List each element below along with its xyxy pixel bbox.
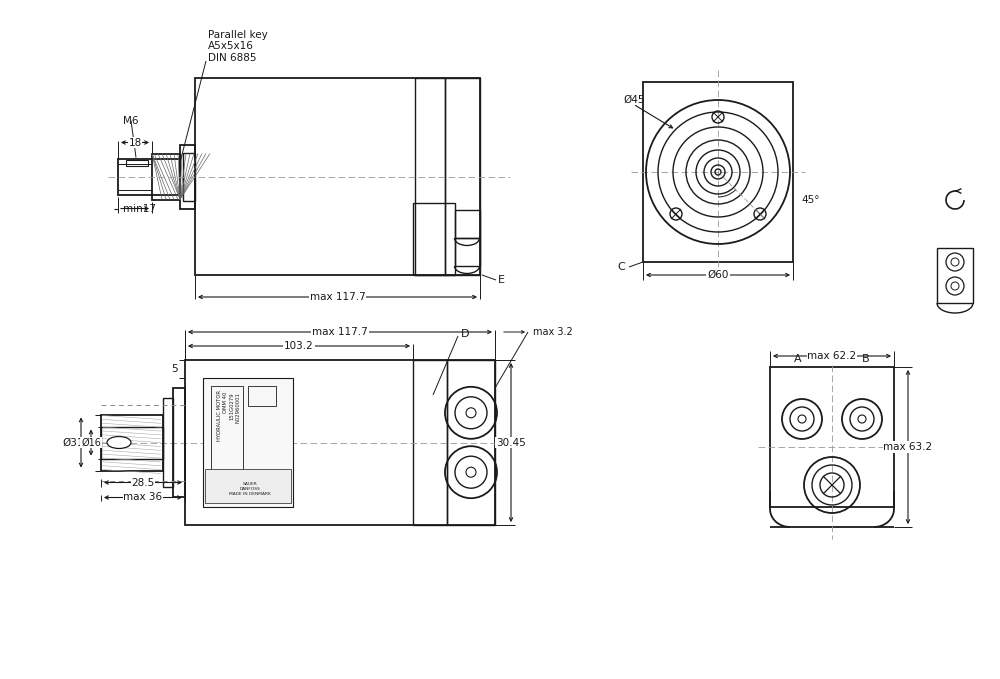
Bar (413, 203, 455, 275)
Bar (415, 78, 445, 275)
Bar (445, 78, 480, 275)
Text: Ø45: Ø45 (623, 95, 644, 105)
Bar (163, 398, 173, 487)
Text: 28.5: 28.5 (131, 477, 155, 488)
Bar (413, 360, 447, 525)
Bar (126, 160, 148, 166)
Text: C: C (617, 262, 625, 272)
Bar (183, 153, 195, 200)
Text: 103.2: 103.2 (284, 341, 314, 351)
Bar (185, 360, 495, 525)
Text: max 117.7: max 117.7 (312, 327, 368, 337)
Bar (101, 414, 163, 471)
Text: SAUER
DANFOSS
MADE IN DENMARK: SAUER DANFOSS MADE IN DENMARK (229, 482, 271, 496)
Text: 151G0279: 151G0279 (229, 392, 234, 420)
Text: D: D (461, 329, 470, 339)
Text: M6: M6 (123, 115, 138, 126)
Text: 18: 18 (128, 138, 142, 147)
Text: OMM 40: OMM 40 (223, 392, 228, 414)
Bar (455, 238, 480, 266)
Text: max 63.2: max 63.2 (883, 442, 933, 452)
Bar (447, 360, 495, 525)
Bar (455, 210, 480, 238)
Bar (118, 158, 180, 194)
Bar (180, 145, 195, 208)
Bar (770, 367, 894, 507)
Bar (643, 82, 793, 262)
Text: Parallel key
A5x5x16
DIN 6885: Parallel key A5x5x16 DIN 6885 (208, 30, 268, 63)
Text: Ø16: Ø16 (81, 437, 101, 447)
Bar (101, 426, 163, 458)
Text: Ø31.50: Ø31.50 (62, 437, 100, 447)
Bar (937, 248, 973, 303)
Text: max 36: max 36 (123, 492, 163, 502)
Text: A: A (794, 354, 802, 364)
Text: 45°: 45° (801, 195, 820, 205)
Text: N02960001: N02960001 (235, 392, 240, 423)
Text: Ø60: Ø60 (707, 270, 729, 280)
Text: max 117.7: max 117.7 (310, 292, 365, 302)
Text: max 3.2: max 3.2 (533, 327, 573, 337)
Text: 30.45: 30.45 (496, 437, 526, 447)
Bar (203, 378, 293, 507)
Bar (195, 78, 480, 275)
Text: E: E (498, 275, 505, 285)
Bar (173, 388, 185, 497)
Text: max 62.2: max 62.2 (807, 351, 857, 361)
Bar (211, 386, 243, 473)
Ellipse shape (107, 437, 131, 449)
Bar (205, 469, 291, 503)
Bar (248, 386, 276, 406)
Text: B: B (862, 354, 870, 364)
Bar (152, 153, 180, 200)
Text: HYDRAULIC MOTOR: HYDRAULIC MOTOR (217, 390, 222, 441)
Text: min17: min17 (122, 204, 156, 213)
Text: 5: 5 (172, 364, 178, 374)
